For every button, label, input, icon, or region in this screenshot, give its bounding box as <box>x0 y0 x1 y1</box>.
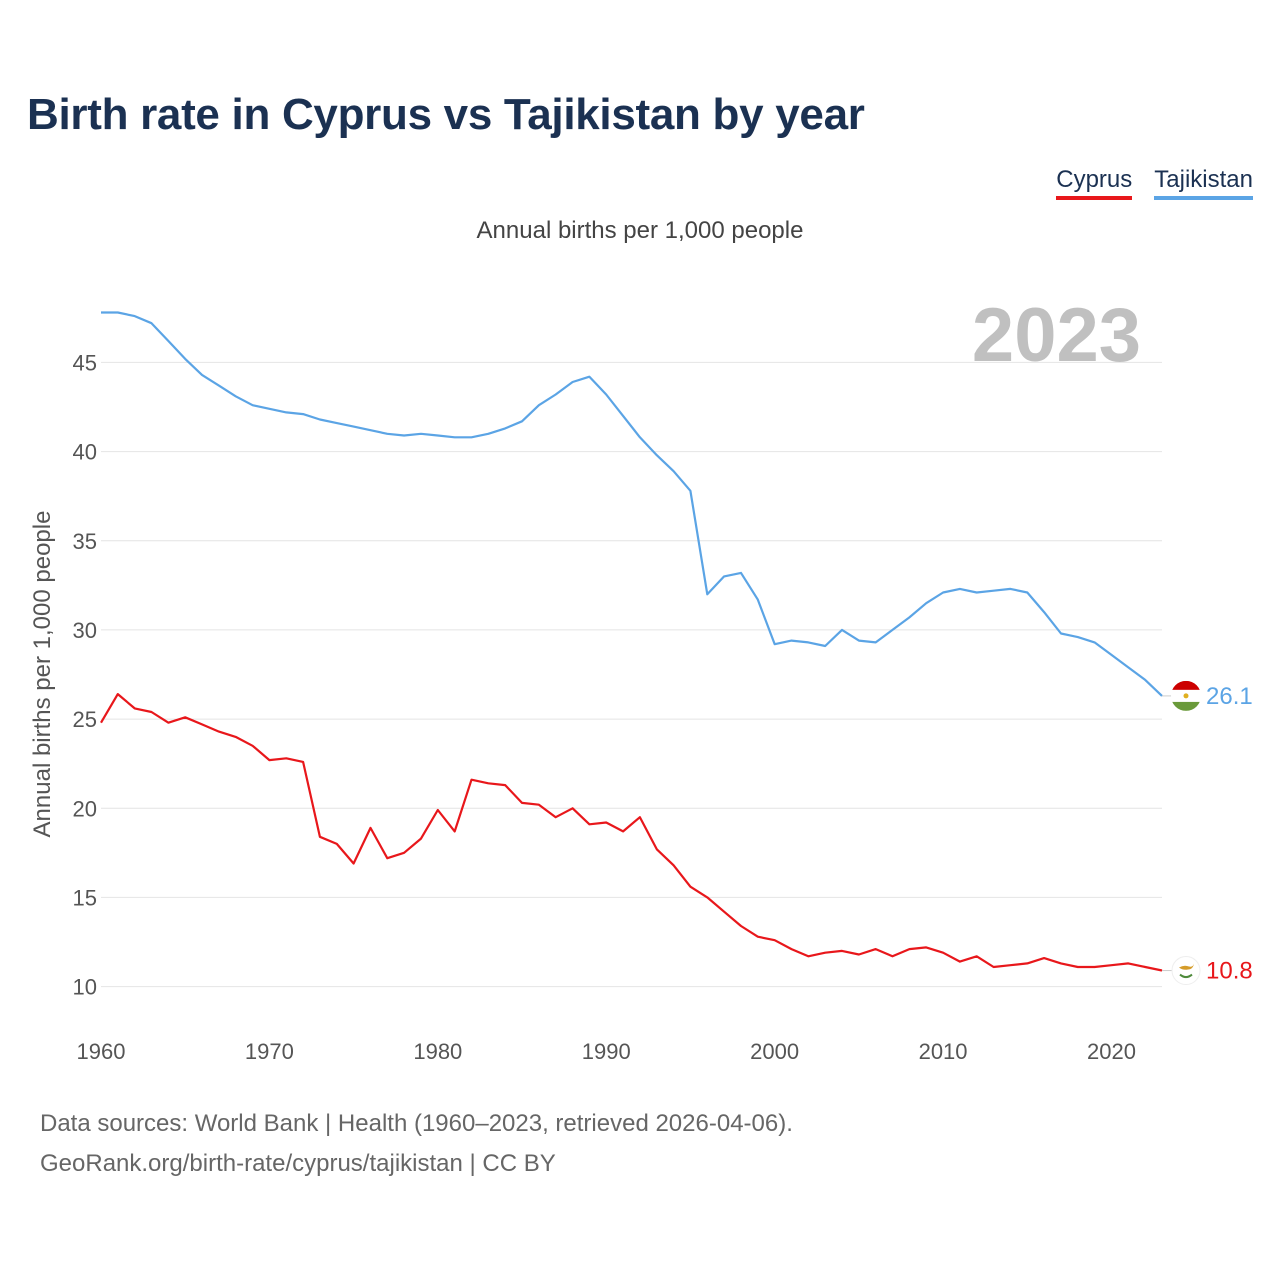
y-tick-label: 10 <box>73 975 97 1000</box>
series-line-cyprus[interactable] <box>100 692 1163 972</box>
end-label-tajikistan: 26.1 <box>1206 683 1253 710</box>
x-tick-label: 2010 <box>919 1039 968 1064</box>
end-markers: 10.8 26.1 <box>1162 680 1253 986</box>
tajikistan-flag-icon <box>1171 680 1201 711</box>
legend: Cyprus Tajikistan <box>1056 166 1253 200</box>
y-tick-label: 30 <box>73 618 97 643</box>
chart-title: Birth rate in Cyprus vs Tajikistan by ye… <box>27 90 865 139</box>
y-tick-label: 45 <box>73 350 97 375</box>
series-lines <box>100 311 1163 972</box>
legend-item-cyprus[interactable]: Cyprus <box>1056 166 1133 200</box>
y-axis-label: Annual births per 1,000 people <box>29 511 56 838</box>
cyprus-flag-icon <box>1171 956 1201 986</box>
y-tick-label: 40 <box>73 440 97 465</box>
y-tick-label: 35 <box>73 529 97 554</box>
y-tick-label: 20 <box>73 796 97 821</box>
legend-item-tajikistan[interactable]: Tajikistan <box>1154 166 1253 200</box>
x-tick-label: 1990 <box>582 1039 631 1064</box>
current-year-label: 2023 <box>972 293 1141 378</box>
source-note: Data sources: World Bank | Health (1960–… <box>40 1110 793 1137</box>
footer: Data sources: World Bank | Health (1960–… <box>40 1104 793 1184</box>
source-link[interactable]: GeoRank.org/birth-rate/cyprus/tajikistan… <box>40 1150 556 1177</box>
x-tick-label: 1960 <box>77 1039 126 1064</box>
line-chart: 10 15 20 25 30 35 40 45 1960 1970 1980 1990 2000 201… <box>29 293 1253 1064</box>
series-line-tajikistan[interactable] <box>101 311 1163 697</box>
x-tick-label: 2000 <box>750 1039 799 1064</box>
y-tick-label: 15 <box>73 885 97 910</box>
x-tick-label: 1980 <box>413 1039 462 1064</box>
chart-subtitle: Annual births per 1,000 people <box>476 217 804 244</box>
end-label-cyprus: 10.8 <box>1206 958 1253 985</box>
grid-lines <box>101 361 1162 988</box>
x-axis-ticks: 1960 1970 1980 1990 2000 2010 2020 <box>77 1039 1136 1064</box>
x-tick-label: 1970 <box>245 1039 294 1064</box>
x-tick-label: 2020 <box>1087 1039 1136 1064</box>
y-tick-label: 25 <box>73 707 97 732</box>
y-axis-ticks: 10 15 20 25 30 35 40 45 <box>73 350 97 999</box>
